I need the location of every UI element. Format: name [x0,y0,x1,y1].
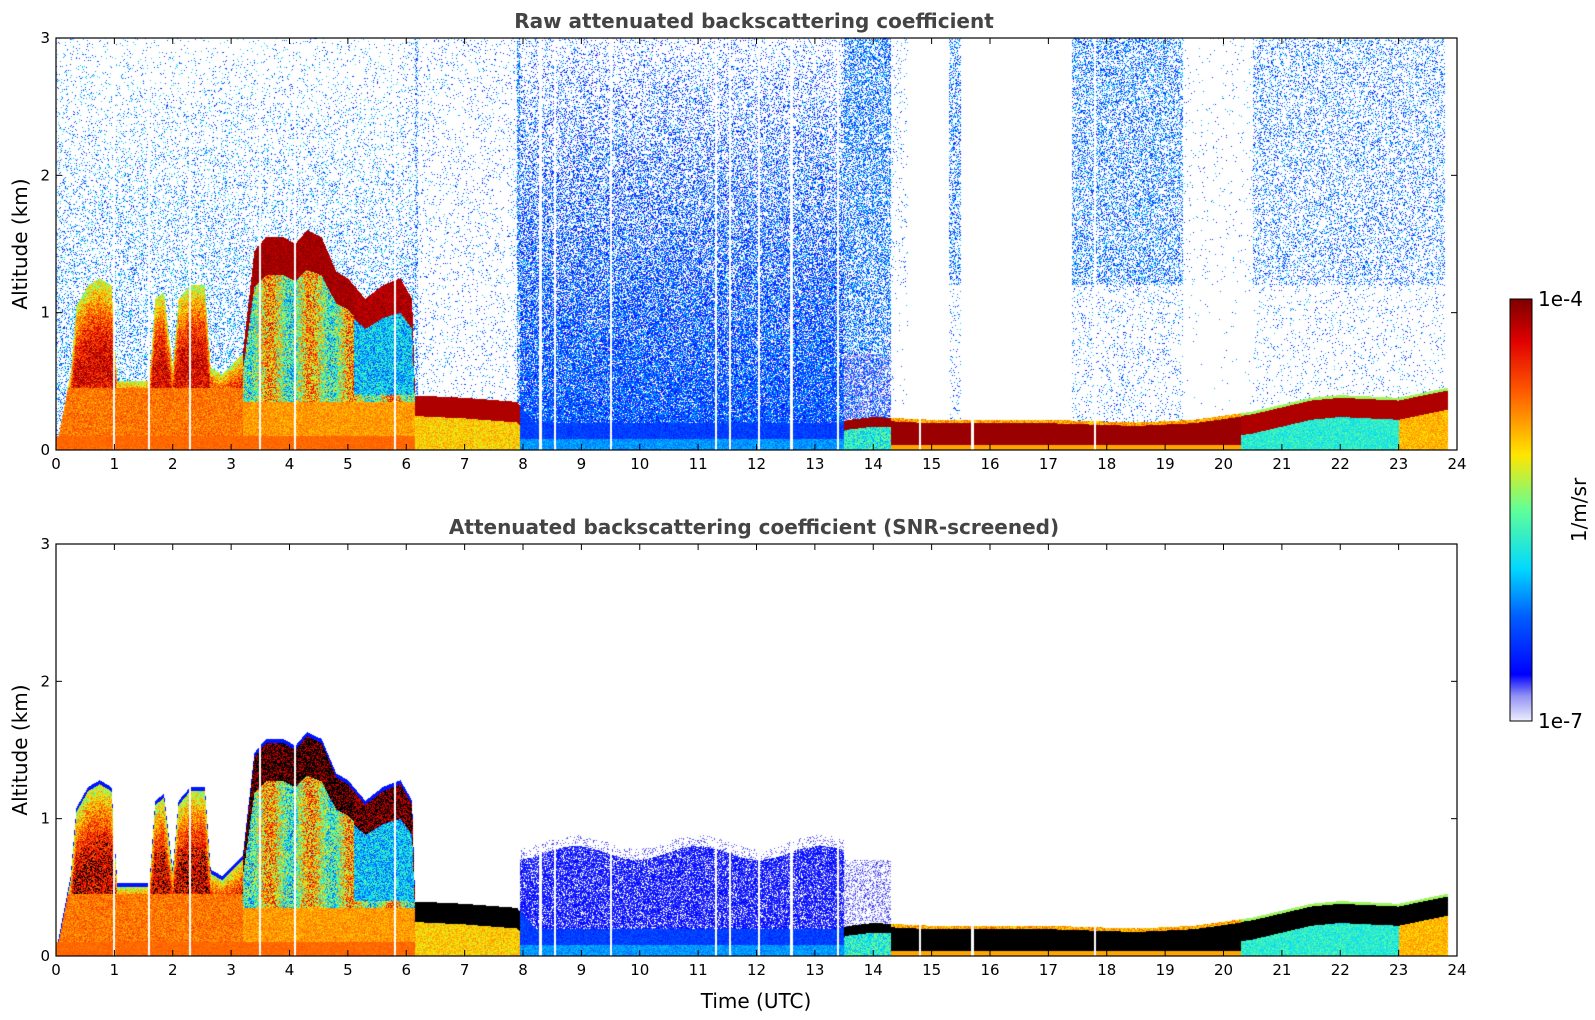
ytick-label-3: 3 [40,29,50,47]
xtick-label-0: 0 [51,455,61,473]
xtick-label-8: 8 [518,961,528,979]
xtick-label-24: 24 [1447,961,1466,979]
panel-screened-heatmap [56,544,1457,956]
xtick-label-1: 1 [110,455,120,473]
colorbar-unit-label: 1/m/sr [1567,477,1591,542]
xtick-label-2: 2 [168,961,178,979]
xtick-label-12: 12 [747,455,766,473]
xtick-label-13: 13 [805,961,824,979]
xtick-label-5: 5 [343,961,353,979]
ytick-label-3: 3 [40,535,50,553]
xtick-label-23: 23 [1389,961,1408,979]
panel-raw-heatmap [56,38,1457,450]
xtick-label-12: 12 [747,961,766,979]
ytick-label-2: 2 [40,166,50,184]
panel-screened: Attenuated backscattering coefficient (S… [8,515,1467,1013]
xtick-label-7: 7 [460,455,470,473]
xtick-label-8: 8 [518,455,528,473]
xtick-label-9: 9 [577,455,587,473]
colorbar-max-label: 1e-4 [1538,287,1583,311]
panel-raw-ylabel: Altitude (km) [8,178,32,309]
panel-screened-ylabel: Altitude (km) [8,684,32,815]
xtick-label-17: 17 [1039,961,1058,979]
ytick-label-2: 2 [40,672,50,690]
xtick-label-1: 1 [110,961,120,979]
xtick-label-19: 19 [1156,455,1175,473]
ytick-label-1: 1 [40,810,50,828]
xtick-label-10: 10 [630,961,649,979]
xtick-label-14: 14 [864,455,883,473]
panel-raw-ticks: 0 1 2 3 4 5 6 7 8 9 10 11 12 13 14 15 16 17 18 19 20 21 22 23 24… [40,29,1466,473]
xtick-label-24: 24 [1447,455,1466,473]
xtick-label-6: 6 [401,455,411,473]
xtick-label-3: 3 [226,961,236,979]
xtick-label-3: 3 [226,455,236,473]
xtick-label-18: 18 [1097,455,1116,473]
xtick-label-22: 22 [1331,961,1350,979]
xtick-label-11: 11 [689,455,708,473]
xtick-label-4: 4 [285,455,295,473]
colorbar-min-label: 1e-7 [1538,709,1583,733]
xtick-label-21: 21 [1272,455,1291,473]
xtick-label-11: 11 [689,961,708,979]
xtick-label-9: 9 [577,961,587,979]
panel-raw-heatmap-wrap [56,38,1457,450]
colorbar-gradient [1509,298,1533,722]
xtick-label-7: 7 [460,961,470,979]
xtick-label-10: 10 [630,455,649,473]
xtick-label-0: 0 [51,961,61,979]
xtick-label-5: 5 [343,455,353,473]
panel-screened-ticks: 0 1 2 3 4 5 6 7 8 9 10 11 12 13 14 15 16 17 18 19 20 21 22 23 24… [40,535,1466,979]
xtick-label-15: 15 [922,961,941,979]
colorbar: 1e-4 1e-7 1/m/sr [1509,287,1591,733]
xtick-label-20: 20 [1214,455,1233,473]
xtick-label-19: 19 [1156,961,1175,979]
panel-screened-xlabel: Time (UTC) [700,989,812,1013]
xtick-label-23: 23 [1389,455,1408,473]
xtick-label-18: 18 [1097,961,1116,979]
panel-screened-title: Attenuated backscattering coefficient (S… [449,515,1059,539]
xtick-label-2: 2 [168,455,178,473]
panel-raw: Raw attenuated backscattering coefficien… [8,9,1467,473]
ytick-label-0: 0 [40,947,50,965]
xtick-label-21: 21 [1272,961,1291,979]
xtick-label-13: 13 [805,455,824,473]
xtick-label-20: 20 [1214,961,1233,979]
xtick-label-16: 16 [980,961,999,979]
xtick-label-14: 14 [864,961,883,979]
panel-screened-heatmap-wrap [56,544,1457,956]
ytick-label-1: 1 [40,304,50,322]
xtick-label-4: 4 [285,961,295,979]
xtick-label-22: 22 [1331,455,1350,473]
xtick-label-15: 15 [922,455,941,473]
xtick-label-16: 16 [980,455,999,473]
xtick-label-6: 6 [401,961,411,979]
ytick-label-0: 0 [40,441,50,459]
xtick-label-17: 17 [1039,455,1058,473]
panel-raw-title: Raw attenuated backscattering coefficien… [514,9,994,33]
